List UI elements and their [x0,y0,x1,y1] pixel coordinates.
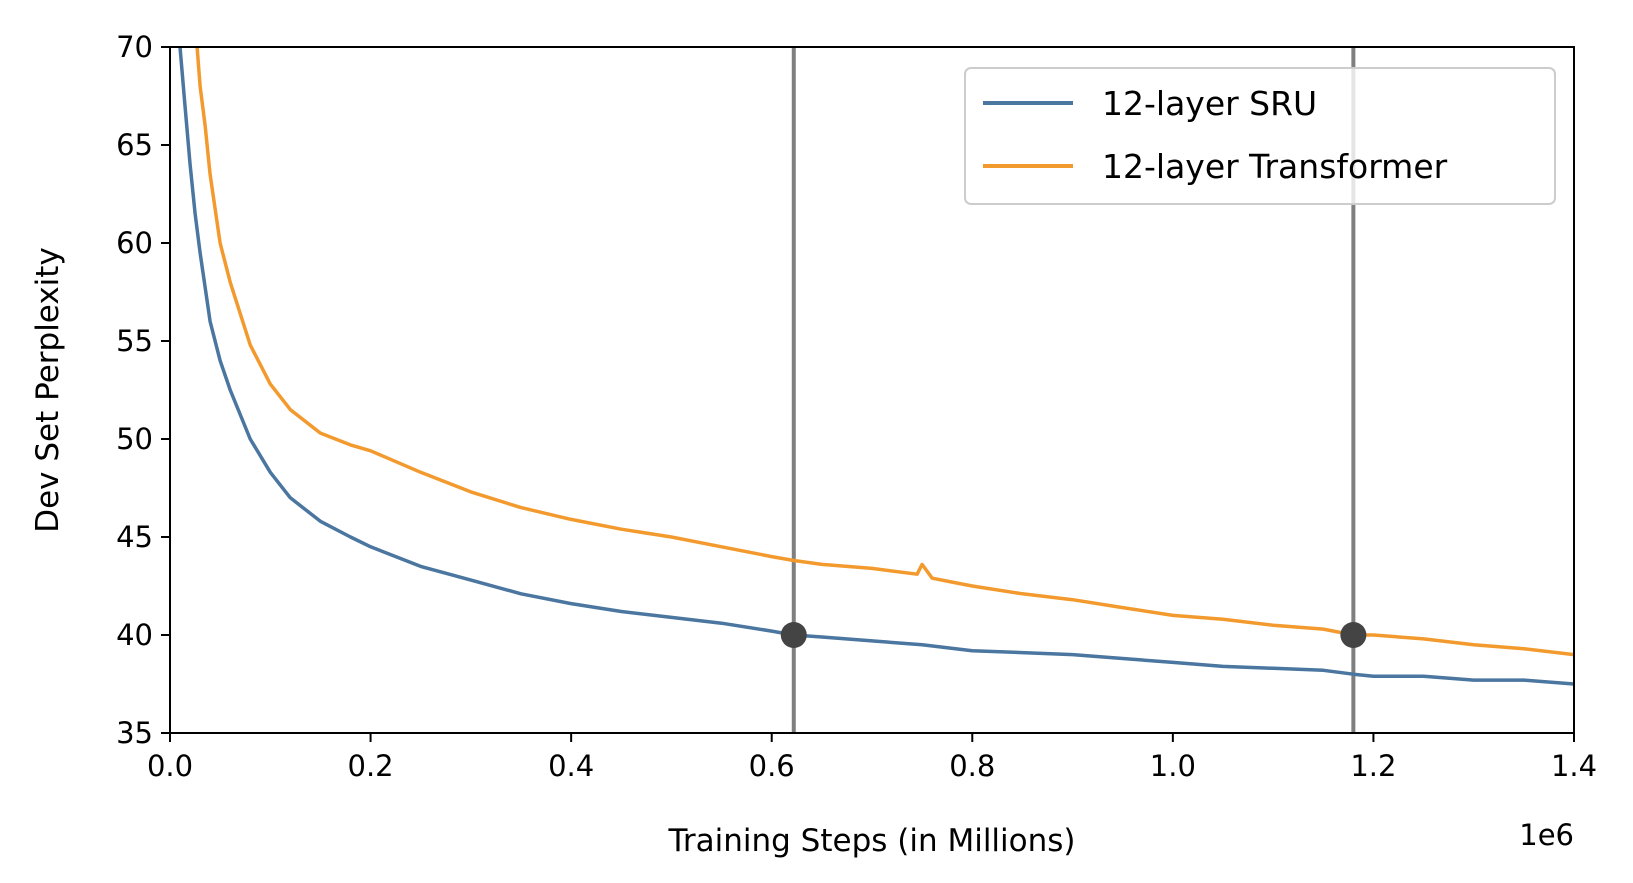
x-tick-label: 0.8 [949,749,995,783]
x-tick-label: 1.2 [1350,749,1396,783]
legend-label-1: 12-layer SRU [1102,84,1317,123]
legend: 12-layer SRU 12-layer Transformer [964,67,1556,205]
x-tick-label: 0.4 [548,749,594,783]
legend-box [964,67,1556,205]
y-axis-ticks: 35 40 45 50 55 60 65 70 [116,30,170,750]
x-axis-offset-label: 1e6 [1519,818,1574,852]
y-tick-label: 45 [116,520,153,554]
series-lines [178,47,1574,686]
y-axis-label: Dev Set Perplexity [30,247,66,533]
y-tick-label: 35 [116,716,153,750]
y-tick-label: 40 [116,618,153,652]
marker-points [780,622,1367,648]
x-axis-label: Training Steps (in Millions) [667,823,1075,859]
y-tick-label: 60 [116,226,153,260]
x-tick-label: 0.0 [147,749,193,783]
y-tick-label: 50 [116,422,153,456]
x-tick-label: 1.4 [1551,749,1597,783]
x-tick-label: 0.2 [348,749,394,783]
x-tick-label: 0.6 [749,749,795,783]
x-axis-ticks: 0.0 0.2 0.4 0.6 0.8 1.0 1.2 1.4 [147,733,1597,783]
marker-point-2 [1340,622,1367,648]
series-line-1 [178,47,1574,686]
legend-label-2: 12-layer Transformer [1102,147,1448,186]
y-tick-label: 55 [116,324,153,358]
marker-point-1 [780,622,807,648]
y-tick-label: 65 [116,128,153,162]
x-tick-label: 1.0 [1150,749,1196,783]
plot-frame [169,46,1575,734]
series-line-2 [195,47,1574,657]
y-tick-label: 70 [116,30,153,64]
